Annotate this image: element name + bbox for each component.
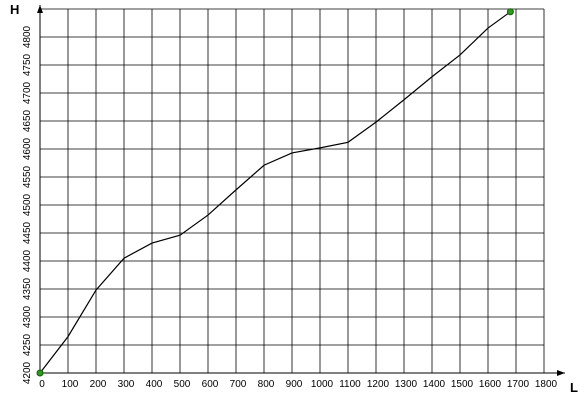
x-tick-label: 1400 [423, 379, 446, 390]
x-tick-label: 1000 [311, 379, 334, 390]
x-tick-label: 500 [174, 379, 191, 390]
x-tick-label: 300 [118, 379, 135, 390]
y-axis-label: H [10, 2, 19, 17]
y-tick-label: 4550 [22, 165, 33, 188]
x-tick-label: 0 [39, 379, 45, 390]
y-tick-label: 4200 [22, 361, 33, 384]
x-tick-label: 900 [286, 379, 303, 390]
y-tick-label: 4250 [22, 333, 33, 356]
x-tick-label: 700 [230, 379, 247, 390]
x-tick-label: 1200 [367, 379, 390, 390]
x-tick-label: 1800 [535, 379, 558, 390]
x-tick-label: 1700 [507, 379, 530, 390]
y-tick-label: 4650 [22, 109, 33, 132]
y-tick-label: 4300 [22, 305, 33, 328]
y-tick-label: 4500 [22, 193, 33, 216]
x-tick-label: 200 [90, 379, 107, 390]
y-tick-label: 4350 [22, 277, 33, 300]
y-tick-label: 4450 [22, 221, 33, 244]
x-tick-label: 1300 [395, 379, 418, 390]
x-axis-label: L [570, 380, 578, 395]
y-tick-label: 4750 [22, 53, 33, 76]
x-tick-label: 1100 [339, 379, 361, 390]
x-tick-label: 400 [146, 379, 163, 390]
line [39, 11, 511, 374]
endpoint-marker [506, 8, 514, 16]
y-axis-arrow [37, 5, 43, 13]
x-tick-label: 100 [62, 379, 79, 390]
x-tick-label: 1500 [451, 379, 474, 390]
x-tick-label: 1600 [479, 379, 502, 390]
y-tick-label: 4400 [22, 249, 33, 272]
x-tick-label: 600 [202, 379, 219, 390]
y-tick-label: 4800 [22, 25, 33, 48]
endpoint-marker [36, 369, 44, 377]
y-tick-label: 4700 [22, 81, 33, 104]
x-tick-label: 800 [258, 379, 275, 390]
y-tick-label: 4600 [22, 137, 33, 160]
x-axis-arrow [557, 370, 565, 376]
